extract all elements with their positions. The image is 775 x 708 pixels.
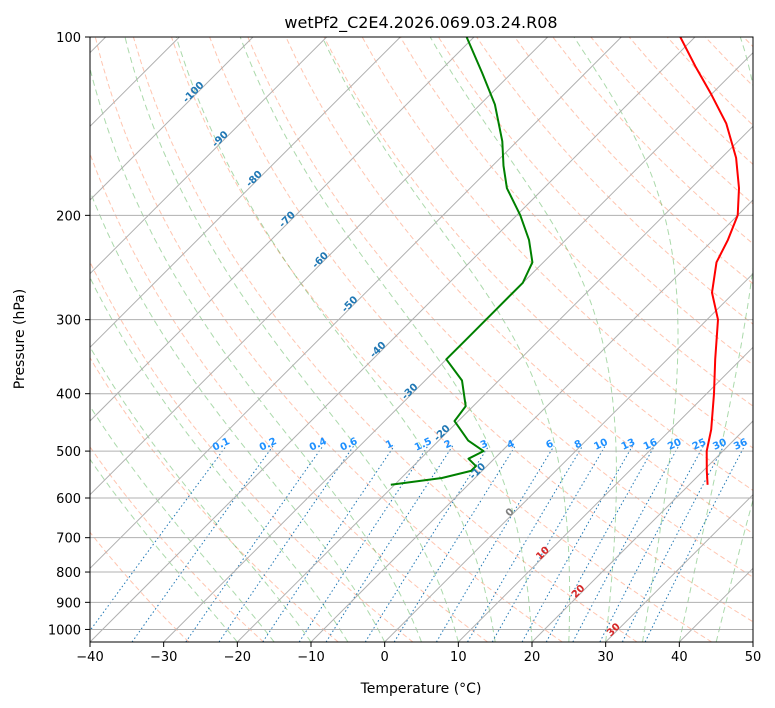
y-tick-label: 300 <box>56 314 81 329</box>
y-tick-label: 900 <box>56 596 81 611</box>
moist-adiabat-line <box>175 37 496 642</box>
moist-adiabat-line <box>124 37 459 642</box>
isotherm-line <box>90 37 401 349</box>
isotherm-line <box>236 125 753 642</box>
mixing-ratio-line <box>131 445 274 642</box>
isotherm-line <box>384 272 753 642</box>
mixing-ratio-label: 36 <box>732 437 749 453</box>
y-tick-label: 800 <box>56 566 81 581</box>
mixing-ratio-line <box>364 445 490 642</box>
mixing-ratio-label: 8 <box>573 438 584 451</box>
isotherm-line <box>605 493 753 642</box>
dry-adiabat-line <box>90 446 264 642</box>
mixing-ratio-label: 20 <box>666 437 683 453</box>
mixing-ratio-label: 4 <box>505 438 516 451</box>
dry-adiabat-line <box>323 37 753 491</box>
mixing-ratio-line <box>185 445 324 642</box>
mixing-ratio-line <box>218 445 355 642</box>
mixing-ratio-label: 16 <box>642 437 659 453</box>
mixing-ratio-line <box>262 445 395 642</box>
chart-title: wetPf2_C2E4.2026.069.03.24.R08 <box>284 13 557 33</box>
isobar-gridlines <box>90 37 753 642</box>
x-tick-label: 0 <box>381 650 389 665</box>
isotherm-line <box>90 37 254 201</box>
dry-adiabat-line <box>247 37 753 578</box>
moist-adiabat-line <box>429 37 617 642</box>
dry-adiabat-line <box>132 37 638 642</box>
isotherm-line <box>310 199 753 642</box>
mixing-ratio-line <box>621 445 725 642</box>
y-tick-label: 400 <box>56 388 81 403</box>
mixing-ratio-line <box>325 445 454 642</box>
mixing-ratio-label: 30 <box>711 437 728 453</box>
y-tick-label: 700 <box>56 532 81 547</box>
moist-adiabat-line <box>715 497 753 642</box>
axes: −40 −30 −20 −10 0 10 20 30 40 50 100 200 300 400 500 60… <box>48 31 761 665</box>
moist-adiabat-line <box>678 37 753 642</box>
x-tick-label: 40 <box>671 650 688 665</box>
y-tick-label: 600 <box>56 492 81 507</box>
isotherm-line <box>531 420 753 642</box>
y-axis-label: Pressure (hPa) <box>12 289 28 389</box>
plot-frame <box>89 36 754 643</box>
isotherm-line <box>90 37 475 422</box>
moist-adiabat-line <box>239 37 533 642</box>
mixing-ratio-label: 3 <box>479 438 490 451</box>
mixing-ratio-line <box>521 445 633 642</box>
dry-adiabat-line <box>90 356 339 642</box>
x-axis-label: Temperature (°C) <box>360 681 482 697</box>
mixing-ratio-line <box>644 445 746 642</box>
dry-adiabat-line <box>90 152 488 642</box>
dry-adiabat-line <box>514 37 753 285</box>
mixing-ratio-line <box>467 445 584 642</box>
moist-adiabat-line <box>90 189 386 642</box>
mixing-ratio-label: 25 <box>691 437 708 453</box>
dry-adiabat-line <box>285 37 753 535</box>
x-tick-label: 20 <box>524 650 541 665</box>
mixing-ratio-label: 1 <box>384 438 395 451</box>
moist-adiabat-line <box>90 276 349 642</box>
dry-adiabat-line <box>209 37 753 623</box>
y-tick-label: 200 <box>56 209 81 224</box>
x-tick-label: 30 <box>597 650 614 665</box>
isotherm-line <box>90 37 549 496</box>
dry-adiabat-line <box>94 37 563 642</box>
moist-adiabat-line <box>90 458 238 642</box>
mixing-ratio-line <box>435 445 555 642</box>
isotherm-line <box>90 37 328 275</box>
isotherm-line <box>90 37 696 642</box>
x-tick-label: 50 <box>745 650 762 665</box>
mixing-ratio-line <box>298 445 429 642</box>
dewpoint-profile <box>390 37 534 486</box>
dry-adiabat-line <box>90 531 190 642</box>
temperature-profile <box>679 37 740 485</box>
mixing-ratio-label: 10 <box>592 437 609 453</box>
x-tick-label: −40 <box>76 650 103 665</box>
mixing-ratio-label: 2 <box>443 438 454 451</box>
plot-area <box>90 37 753 642</box>
mixing-ratio-label: 6 <box>544 438 555 451</box>
y-tick-label: 100 <box>56 31 81 46</box>
dry-adiabat-line <box>171 37 712 642</box>
mixing-ratio-line <box>545 445 656 642</box>
x-tick-label: −30 <box>150 650 177 665</box>
y-tick-label: 500 <box>56 445 81 460</box>
isotherm-line <box>457 346 753 642</box>
moist-adiabat-line <box>90 405 275 642</box>
dry-adiabat-line <box>437 37 753 366</box>
dry-adiabat-line <box>399 37 753 407</box>
x-tick-label: −10 <box>297 650 324 665</box>
sounding-profiles <box>390 37 740 486</box>
mixing-ratio-label: 13 <box>620 437 637 453</box>
y-tick-label: 1000 <box>48 623 81 638</box>
moist-adiabat-line <box>321 37 571 642</box>
x-tick-label: −20 <box>224 650 251 665</box>
dry-adiabat-line <box>361 37 753 449</box>
x-tick-label: 10 <box>450 650 467 665</box>
moist-adiabat-line <box>90 66 422 642</box>
moist-adiabat-line <box>573 37 679 642</box>
isotherm-line <box>90 37 622 570</box>
